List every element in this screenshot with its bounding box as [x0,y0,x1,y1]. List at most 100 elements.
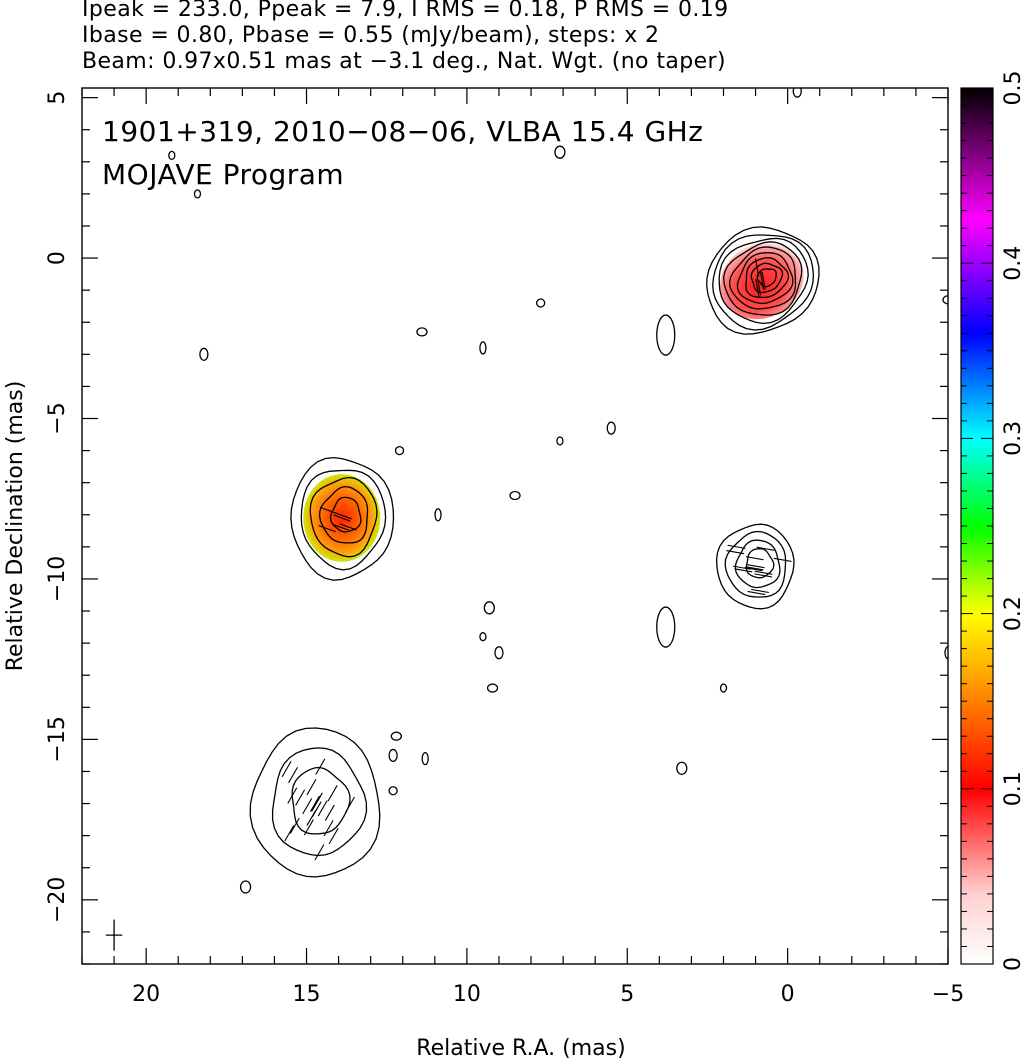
polarization-vector [314,844,325,861]
polarization-vector [289,817,300,834]
noise-contour [944,646,948,660]
contour-core [718,237,809,325]
noise-contour [792,88,802,98]
polarization-vector [323,820,334,837]
polarization-vector [284,825,295,842]
beam-marker [105,919,123,951]
plot-frame [81,87,949,965]
noise-contour [554,145,566,159]
x-tick-label: 0 [781,982,795,1007]
polarization-vector [345,796,355,813]
noise-contour [656,314,676,356]
polarization-vector [324,804,335,821]
polarization-vector [755,258,760,277]
noise-contour [942,295,948,305]
contour-core [728,246,797,310]
x-tick-label: 20 [132,982,160,1007]
x-tick-labels: 20 15 10 5 0 −5 [132,982,964,1007]
polarization-vector [756,277,762,296]
contour-knot-C [291,766,351,835]
plot-title: 1901+319, 2010−08−06, VLBA 15.4 GHz [102,115,703,148]
header-line-2: Ibase = 0.80, Pbase = 0.55 (mJy/beam), s… [82,23,660,48]
y-tick-label: −15 [45,716,70,762]
header-line-1: Ipeak = 233.0, Ppeak = 7.9, I RMS = 0.18… [82,0,729,22]
polarization-vector [288,766,299,784]
polarization-vector [328,827,339,845]
noise-contour [556,436,564,446]
polarization-vector [761,271,766,290]
noise-contour [388,748,398,763]
colorbar-label: 0.4 [1001,246,1022,281]
contour-knot-A [290,456,395,581]
noise-contour [239,880,252,894]
polarization-vector [754,573,773,578]
noise-contour [479,341,487,355]
polarization-vector [318,525,336,533]
noise-contour [483,601,495,615]
polarization-vector [315,758,326,775]
y-tick-label: 0 [45,251,70,265]
noise-contour [676,761,688,775]
colorbar-label: 0.2 [1001,596,1022,631]
noise-contour [509,490,521,501]
noise-contour [416,327,428,337]
polarization-vector [306,809,317,826]
contour-core [745,257,790,299]
noise-contour [193,189,202,199]
colorbar-label: 0.3 [1001,421,1022,456]
y-tick-label: −5 [45,402,70,434]
polarization-vector [287,787,298,804]
noise-contour [536,298,546,308]
polarization-vector [754,570,773,575]
polarization-vector [746,564,765,569]
colorbar-label: 0.5 [1001,71,1022,106]
y-axis-title: Relative Declination (mas) [3,381,28,672]
polarization-vector [745,556,764,561]
polarization-vector [317,800,328,817]
polarization-vector [727,544,746,549]
polarization-vectors [281,258,792,861]
x-tick-label: 10 [453,982,481,1007]
y-tick-label: −10 [45,556,70,602]
noise-contour [199,347,209,361]
x-tick-label: 5 [620,982,634,1007]
x-axis-title: Relative R.A. (mas) [416,1036,625,1061]
noise-contour [168,150,176,161]
polarization-vector [281,760,292,778]
contour-core [706,226,820,335]
header-line-3: Beam: 0.97x0.51 mas at −3.1 deg., Nat. W… [82,49,726,74]
polarization-vector [755,278,760,297]
contour-core [756,268,777,288]
polarization-vector [773,557,792,562]
contour-core [712,234,815,331]
contour-knot-C [271,747,368,857]
contour-knot-A [309,476,378,558]
polarization-vector [734,568,753,573]
noise-contour [486,683,499,693]
contour-knot-B [734,539,781,589]
contour-knot-A [300,469,387,571]
plot-subtitle: MOJAVE Program [102,158,344,191]
noise-contour [479,632,487,642]
polarization-vector [331,523,349,531]
noise-contour [388,786,398,796]
polarization-vector [295,789,306,806]
noise-contour [606,421,616,435]
contour-core [736,252,794,305]
x-tick-label: 15 [293,982,321,1007]
polarization-vector [303,819,314,836]
noise-contour [434,508,442,522]
contour-knot-A [329,496,362,533]
contour-knot-C [249,727,381,878]
polarization-vector [306,778,317,796]
polarization-vector [744,567,763,572]
noise-contour [394,445,405,456]
contours [249,226,820,878]
contour-core [723,241,803,316]
polarization-fills [303,241,804,562]
noise-contour [494,646,504,660]
y-tick-label: −20 [45,877,70,923]
contour-knot-B [724,530,787,598]
polarization-vector [726,550,745,555]
